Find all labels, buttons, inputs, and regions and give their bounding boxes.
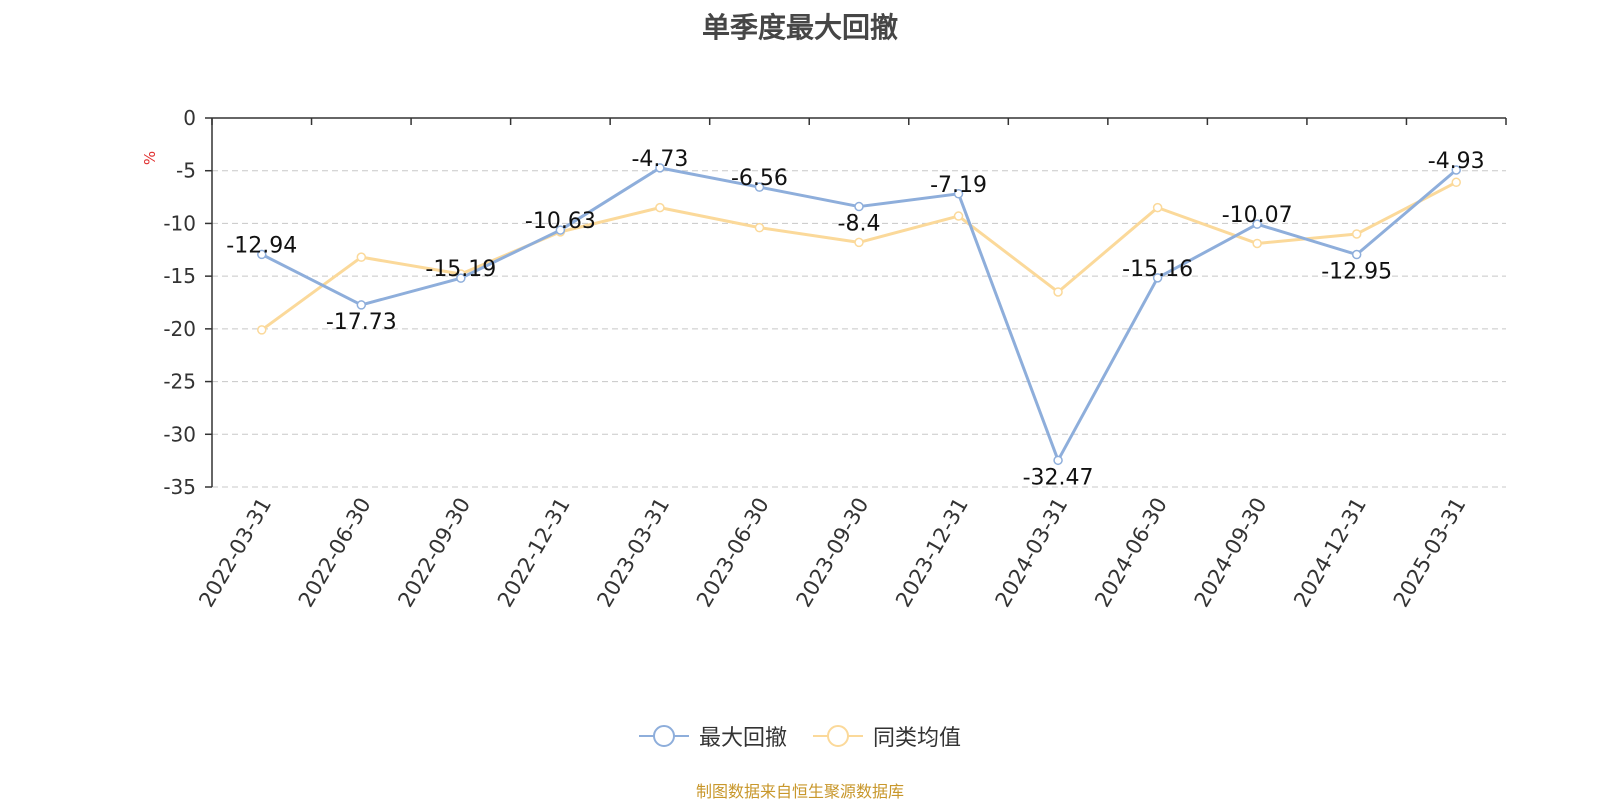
data-label: -32.47 [1023, 465, 1094, 490]
chart-title: 单季度最大回撤 [701, 11, 898, 44]
data-point-drawdown [1252, 219, 1262, 229]
legend-label-drawdown: 最大回撤 [698, 726, 787, 751]
legend-marker-peer-average-icon [813, 725, 863, 747]
source-note: 制图数据来自恒生聚源数据库 [695, 782, 904, 801]
data-label: -10.07 [1222, 203, 1293, 228]
x-tick-label: 2022-06-30 [294, 494, 376, 612]
data-label: -15.19 [425, 257, 496, 282]
x-tick-label: 2023-09-30 [792, 494, 874, 612]
data-point-drawdown [1152, 273, 1163, 283]
data-point-drawdown [1351, 249, 1362, 260]
x-tick-label: 2024-12-31 [1289, 494, 1371, 612]
data-point-peer-average [1451, 177, 1461, 188]
data-point-drawdown [356, 300, 367, 310]
data-point-peer-average [257, 325, 267, 335]
legend-item-drawdown[interactable]: 最大回撤 [638, 720, 787, 752]
x-tick-label: 2022-09-30 [393, 494, 475, 612]
legend: 最大回撤 同类均值 [0, 720, 1600, 752]
data-point-peer-average [754, 222, 765, 233]
data-point-peer-average [1152, 202, 1163, 213]
data-label: -15.16 [1122, 257, 1193, 282]
legend-marker-drawdown-icon [638, 725, 689, 747]
y-tick-label: -10 [163, 211, 196, 235]
data-label: -4.93 [1428, 149, 1485, 174]
data-label: -8.4 [838, 212, 881, 237]
y-tick-label: -20 [163, 317, 196, 341]
data-point-drawdown [1451, 165, 1461, 175]
data-label: -4.73 [631, 147, 688, 172]
y-tick-label: -15 [163, 264, 196, 288]
y-tick-label: -25 [163, 370, 196, 394]
data-label: -6.56 [731, 166, 788, 191]
y-tick-label: -5 [176, 159, 196, 183]
data-point-drawdown [456, 273, 466, 283]
x-tick-label: 2024-09-30 [1190, 494, 1272, 612]
x-tick-label: 2024-03-31 [991, 494, 1073, 612]
data-point-peer-average [356, 252, 367, 262]
legend-item-peer-average[interactable]: 同类均值 [813, 720, 961, 752]
data-point-drawdown [754, 182, 765, 192]
y-tick-label: -30 [163, 422, 196, 446]
y-axis-unit-label: % [141, 151, 159, 165]
data-point-drawdown [1053, 455, 1063, 466]
data-point-drawdown [555, 225, 566, 235]
data-point-drawdown [854, 201, 864, 212]
y-tick-label: -35 [163, 475, 196, 499]
data-label: -12.94 [226, 233, 297, 258]
data-point-drawdown [953, 189, 964, 199]
data-point-peer-average [655, 202, 665, 213]
x-tick-label: 2025-03-31 [1389, 494, 1471, 612]
x-tick-label: 2022-12-31 [493, 494, 575, 612]
x-tick-label: 2024-06-30 [1090, 494, 1172, 612]
y-tick-label: 0 [183, 106, 196, 130]
data-label: -10.63 [525, 209, 596, 234]
data-label: -17.73 [326, 310, 397, 335]
data-point-peer-average [1252, 238, 1262, 249]
data-label: -12.95 [1321, 260, 1392, 285]
data-point-peer-average [854, 237, 864, 248]
data-point-drawdown [257, 249, 267, 260]
data-point-peer-average [1053, 287, 1063, 297]
x-tick-label: 2023-03-31 [592, 494, 674, 612]
legend-label-peer-average: 同类均值 [873, 726, 962, 751]
data-point-drawdown [655, 163, 665, 173]
x-tick-label: 2023-06-30 [692, 494, 774, 612]
data-point-peer-average [953, 211, 964, 221]
x-tick-label: 2023-12-31 [891, 494, 973, 612]
x-tick-label: 2022-03-31 [194, 494, 276, 612]
data-point-peer-average [1351, 229, 1362, 239]
data-label: -7.19 [930, 173, 987, 198]
